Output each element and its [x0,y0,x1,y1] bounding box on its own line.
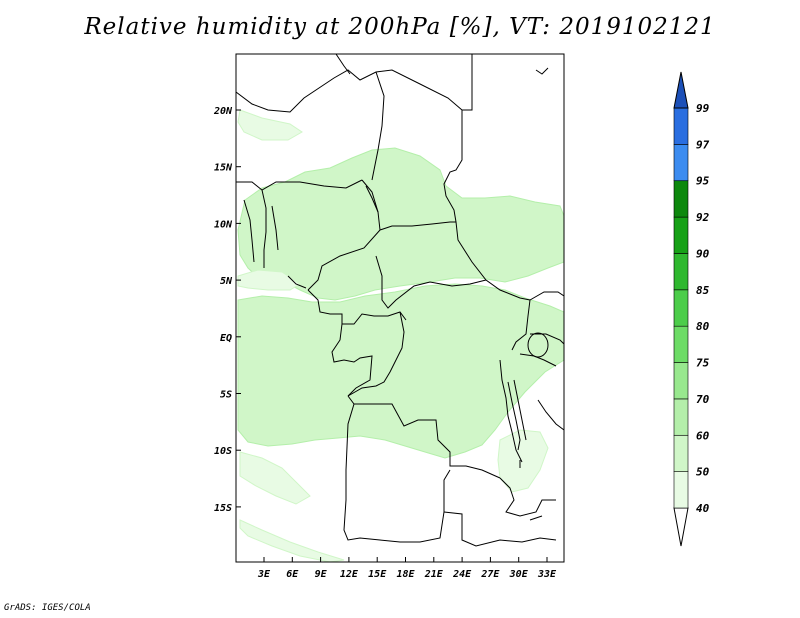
colorbar-label: 50 [696,466,710,479]
lon-tick-label: 15E [368,569,387,580]
humidity-area-south [239,451,311,505]
lon-tick-label: 33E [537,569,557,580]
grads-credit: GrADS: IGES/COLA [4,603,91,613]
colorbar-label: 60 [696,429,710,442]
lat-tick-label: 20N [213,106,233,117]
colorbar-label: 80 [696,320,710,333]
colorbar-segment [673,144,689,182]
colorbar-label: 99 [696,102,710,115]
lon-tick-label: 18E [396,569,415,580]
humidity-area-coast [237,269,301,291]
map-frame [235,53,565,563]
colorbar-label: 85 [696,284,710,297]
chart-title: Relative humidity at 200hPa [%], VT: 201… [84,14,716,40]
lat-tick-label: 10S [214,446,232,457]
colorbar-segment [673,216,689,254]
colorbar-min-arrow [673,507,689,547]
lon-tick-label: 9E [315,569,328,580]
colorbar-label: 95 [696,175,710,188]
lat-tick-label: EQ [220,333,232,344]
colorbar-max-arrow [673,71,689,109]
lon-tick-label: 6E [286,569,299,580]
colorbar: 40 50 60 70 75 80 85 90 92 95 97 99 [673,71,710,547]
colorbar-segment [673,107,689,145]
colorbar-segment [673,253,689,291]
lat-tick-label: 15N [214,163,233,174]
colorbar-label: 75 [696,357,710,370]
lat-tick-label: 10N [214,219,233,230]
lon-tick-label: 12E [340,569,359,580]
lat-tick-label: 15S [214,503,232,514]
colorbar-label: 90 [696,247,710,260]
lon-tick-label: 3E [257,569,271,580]
colorbar-segment [673,362,689,400]
humidity-area-central [237,283,564,459]
lat-tick-label: 5S [220,390,232,401]
longitude-axis: 3E 6E 9E 12E 15E 18E 21E 24E 27E 30E 33E [257,557,557,580]
lon-tick-label: 24E [452,569,472,580]
colorbar-segment [673,289,689,327]
colorbar-label: 40 [696,502,710,515]
colorbar-label: 92 [696,211,710,224]
colorbar-label: 97 [696,138,710,151]
lake-outlines [365,67,549,521]
colorbar-segment [673,434,689,472]
lon-tick-label: 21E [424,569,444,580]
latitude-axis: 20N 15N 10N 5N EQ 5S 10S 15S [213,106,241,514]
humidity-area-southwest [239,519,345,562]
humidity-area-north [237,147,564,301]
colorbar-label: 70 [696,393,710,406]
humidity-area-southeast [497,429,549,493]
lon-tick-label: 30E [509,569,529,580]
lat-tick-label: 5N [220,276,233,287]
colorbar-segment [673,471,689,509]
colorbar-segment [673,398,689,436]
country-borders [236,54,564,547]
colorbar-segment [673,180,689,218]
colorbar-segment [673,325,689,363]
humidity-field [237,109,564,562]
humidity-area-northwest [237,109,303,141]
lon-tick-label: 27E [480,569,500,580]
